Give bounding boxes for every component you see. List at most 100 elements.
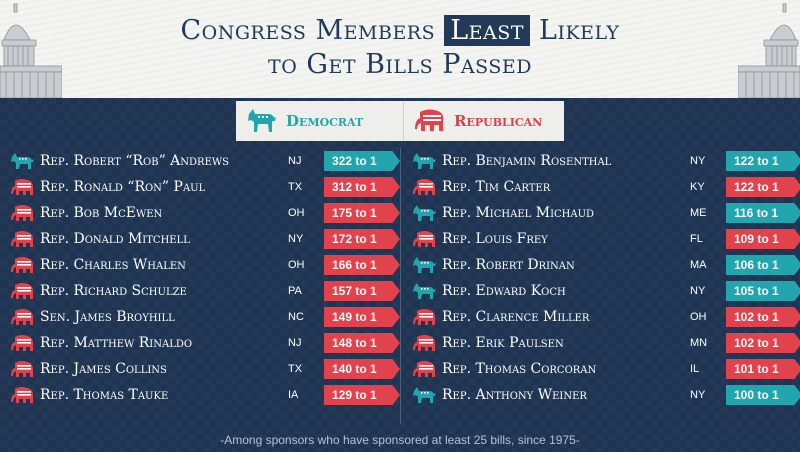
member-state: IL <box>690 363 700 375</box>
party-legend: Democrat Republican <box>236 101 564 141</box>
table-row: Rep. Benjamin Rosenthal NY 122 to 1 <box>412 150 800 172</box>
odds-badge: 100 to 1 <box>726 385 800 405</box>
title-line1-before: Congress Members <box>180 15 445 46</box>
table-row: Rep. Robert Drinan MA 106 to 1 <box>412 254 800 276</box>
member-name: Rep. Charles Whalen <box>40 257 186 273</box>
member-state: TX <box>288 181 303 193</box>
elephant-icon <box>413 231 435 247</box>
member-name: Rep. James Collins <box>40 361 167 377</box>
member-state: NJ <box>288 337 302 349</box>
capitol-dome-icon <box>738 3 800 98</box>
table-row: Rep. Richard Schulze PA 157 to 1 <box>10 280 402 302</box>
table-row: Rep. Erik Paulsen MN 102 to 1 <box>412 332 800 354</box>
member-name: Rep. Donald Mitchell <box>40 231 190 247</box>
member-state: PA <box>288 285 302 297</box>
odds-badge: 157 to 1 <box>324 281 400 301</box>
donkey-icon <box>11 153 34 169</box>
member-name: Rep. Thomas Tauke <box>40 387 169 403</box>
odds-badge: 312 to 1 <box>324 177 400 197</box>
member-name: Rep. Bob McEwen <box>40 205 163 221</box>
odds-badge: 106 to 1 <box>726 255 800 275</box>
donkey-icon <box>248 109 276 132</box>
table-row: Rep. Michael Michaud ME 116 to 1 <box>412 202 800 224</box>
legend-democrat-label: Democrat <box>286 112 364 130</box>
member-state: MN <box>690 337 708 349</box>
odds-badge: 172 to 1 <box>324 229 400 249</box>
table-row: Rep. Thomas Corcoran IL 101 to 1 <box>412 358 800 380</box>
table-row: Rep. Louis Frey FL 109 to 1 <box>412 228 800 250</box>
legend-republican: Republican <box>404 101 564 141</box>
table-row: Rep. Anthony Weiner NY 100 to 1 <box>412 384 800 406</box>
member-name: Rep. Thomas Corcoran <box>442 361 597 377</box>
elephant-icon <box>413 179 435 195</box>
member-name: Rep. Michael Michaud <box>442 205 595 221</box>
donkey-icon <box>413 153 436 169</box>
odds-badge: 102 to 1 <box>726 307 800 327</box>
header: Congress Members Least Likely to Get Bil… <box>0 0 800 98</box>
odds-badge: 322 to 1 <box>324 151 400 171</box>
member-state: OH <box>288 259 305 271</box>
odds-badge: 166 to 1 <box>324 255 400 275</box>
donkey-icon <box>413 257 436 273</box>
capitol-dome-icon <box>0 3 62 98</box>
odds-badge: 122 to 1 <box>726 177 800 197</box>
odds-badge: 129 to 1 <box>324 385 400 405</box>
member-name: Rep. Ronald “Ron” Paul <box>40 179 206 195</box>
member-state: OH <box>288 207 305 219</box>
table-row: Rep. Ronald “Ron” Paul TX 312 to 1 <box>10 176 402 198</box>
page-title: Congress Members Least Likely to Get Bil… <box>100 14 700 82</box>
member-state: ME <box>690 207 707 219</box>
elephant-icon <box>11 335 33 351</box>
donkey-icon <box>413 387 436 403</box>
elephant-icon <box>11 361 33 377</box>
member-state: TX <box>288 363 303 375</box>
odds-badge: 102 to 1 <box>726 333 800 353</box>
member-name: Rep. Clarence Miller <box>442 309 590 325</box>
member-state: IA <box>288 389 299 401</box>
member-state: OH <box>690 311 707 323</box>
member-name: Rep. Erik Paulsen <box>442 335 564 351</box>
member-state: NJ <box>288 155 302 167</box>
member-state: NY <box>690 155 706 167</box>
elephant-icon <box>11 309 33 325</box>
member-name: Rep. Anthony Weiner <box>442 387 587 403</box>
donkey-icon <box>413 205 436 221</box>
table-row: Rep. Edward Koch NY 105 to 1 <box>412 280 800 302</box>
table-row: Rep. Charles Whalen OH 166 to 1 <box>10 254 402 276</box>
elephant-icon <box>11 205 33 221</box>
elephant-icon <box>413 309 435 325</box>
member-name: Rep. Robert Drinan <box>442 257 575 273</box>
member-state: NY <box>288 233 304 245</box>
table-row: Rep. Thomas Tauke IA 129 to 1 <box>10 384 402 406</box>
column-divider <box>400 148 401 424</box>
member-name: Rep. Robert “Rob” Andrews <box>40 153 230 169</box>
elephant-icon <box>415 109 444 131</box>
member-name: Rep. Benjamin Rosenthal <box>442 153 612 169</box>
elephant-icon <box>11 257 33 273</box>
member-name: Rep. Edward Koch <box>442 283 566 299</box>
title-line2: to Get Bills Passed <box>268 49 532 80</box>
odds-badge: 149 to 1 <box>324 307 400 327</box>
odds-badge: 109 to 1 <box>726 229 800 249</box>
member-state: FL <box>690 233 703 245</box>
table-row: Rep. Bob McEwen OH 175 to 1 <box>10 202 402 224</box>
member-state: NY <box>690 285 706 297</box>
odds-badge: 175 to 1 <box>324 203 400 223</box>
table-row: Rep. James Collins TX 140 to 1 <box>10 358 402 380</box>
member-name: Sen. James Broyhill <box>40 309 175 325</box>
member-state: MA <box>690 259 707 271</box>
title-line1-after: Likely <box>529 15 620 46</box>
table-row: Rep. Clarence Miller OH 102 to 1 <box>412 306 800 328</box>
odds-badge: 116 to 1 <box>726 203 800 223</box>
footnote: -Among sponsors who have sponsored at le… <box>220 433 580 447</box>
table-row: Rep. Tim Carter KY 122 to 1 <box>412 176 800 198</box>
odds-badge: 101 to 1 <box>726 359 800 379</box>
legend-republican-label: Republican <box>454 112 543 130</box>
title-highlight: Least <box>444 15 530 46</box>
elephant-icon <box>413 335 435 351</box>
member-state: NY <box>690 389 706 401</box>
member-name: Rep. Richard Schulze <box>40 283 187 299</box>
table-row: Sen. James Broyhill NC 149 to 1 <box>10 306 402 328</box>
elephant-icon <box>11 179 33 195</box>
elephant-icon <box>11 283 33 299</box>
